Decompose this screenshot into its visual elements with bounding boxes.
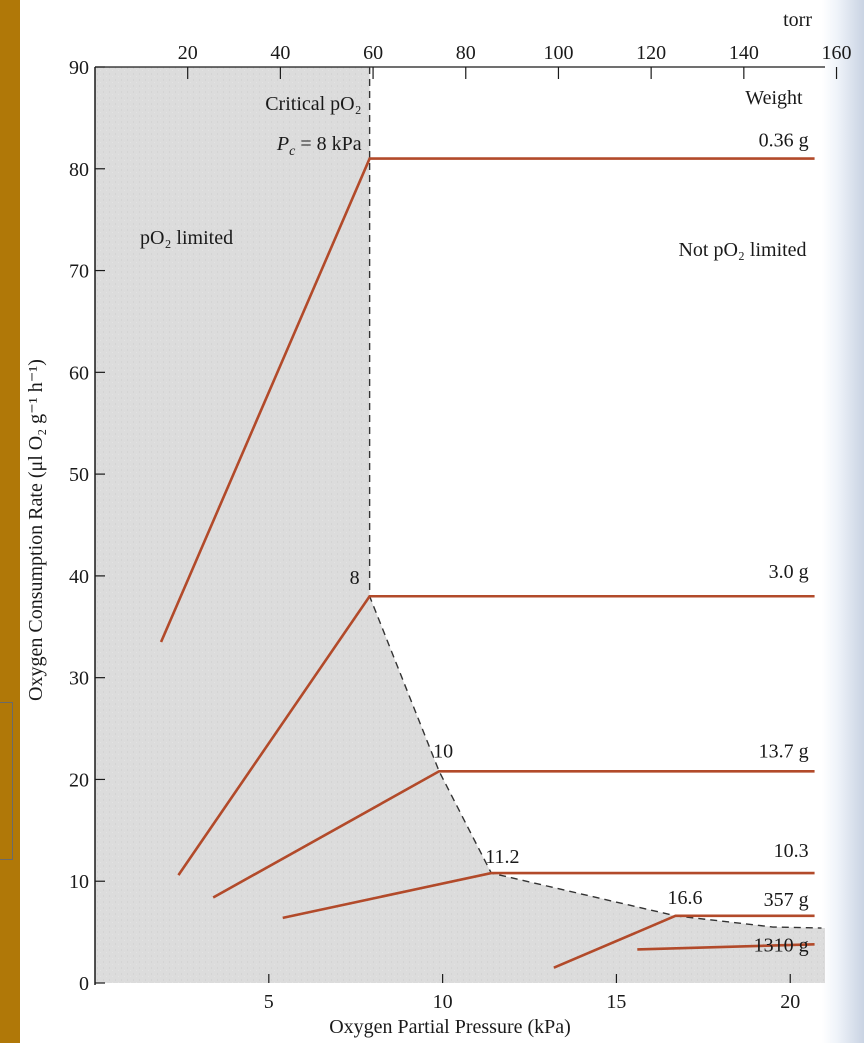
critical-pressure-label: Pc = 8 kPa	[276, 133, 362, 159]
y-tick-label: 20	[69, 769, 89, 791]
top-tick-label: 20	[178, 42, 198, 64]
top-tick-label: 140	[729, 42, 759, 64]
series-line	[637, 943, 815, 951]
po2-limited-label: pO₂ limited	[140, 227, 233, 249]
series-weight-label: 10.3	[774, 840, 809, 862]
not-po2-limited-label: Not pO₂ limited	[678, 239, 806, 261]
x-tick-label: 5	[264, 991, 274, 1013]
y-tick-label: 60	[69, 362, 89, 384]
series-weight-label: 0.36 g	[759, 130, 809, 152]
y-tick-label: 90	[69, 57, 89, 79]
x-tick-label: 10	[433, 991, 453, 1013]
critical-point-label: 10	[433, 740, 453, 762]
y-tick-label: 0	[79, 973, 89, 995]
top-tick-label: 80	[456, 42, 476, 64]
y-tick-label: 80	[69, 159, 89, 181]
series-weight-label: 1310 g	[754, 934, 809, 956]
x-tick-label: 15	[606, 991, 626, 1013]
series-line	[159, 157, 815, 643]
x-tick-label: 20	[780, 991, 800, 1013]
critical-po2-title: Critical pO₂	[265, 93, 361, 115]
side-frame-box	[0, 702, 13, 860]
po2-limited-region	[95, 67, 825, 983]
critical-point-label: 11.2	[485, 846, 519, 868]
series-weight-label: 13.7 g	[759, 740, 809, 762]
series-line	[553, 914, 815, 969]
series-line	[282, 871, 815, 920]
y-tick-label: 10	[69, 871, 89, 893]
series-weight-label: 3.0 g	[769, 561, 809, 583]
y-tick-label: 70	[69, 261, 89, 283]
y-axis-label: Oxygen Consumption Rate (μl O₂ g⁻¹ h⁻¹)	[25, 359, 47, 701]
y-tick-label: 50	[69, 464, 89, 486]
critical-point-label: 8	[350, 567, 360, 589]
series-line	[177, 594, 815, 876]
top-tick-label: 160	[822, 42, 852, 64]
critical-po2-curve	[368, 67, 822, 929]
top-tick-label: 120	[636, 42, 666, 64]
y-tick-label: 30	[69, 668, 89, 690]
top-tick-label: 40	[270, 42, 290, 64]
top-axis-unit: torr	[783, 9, 812, 31]
series-line	[212, 770, 815, 899]
top-tick-label: 60	[363, 42, 383, 64]
x-axis-label: Oxygen Partial Pressure (kPa)	[329, 1016, 571, 1038]
series-weight-label: 357 g	[764, 889, 809, 911]
top-tick-label: 100	[543, 42, 573, 64]
weight-header: Weight	[745, 87, 803, 109]
page-edge-shadow	[822, 0, 864, 1043]
critical-point-label: 16.6	[668, 887, 703, 909]
y-tick-label: 40	[69, 566, 89, 588]
